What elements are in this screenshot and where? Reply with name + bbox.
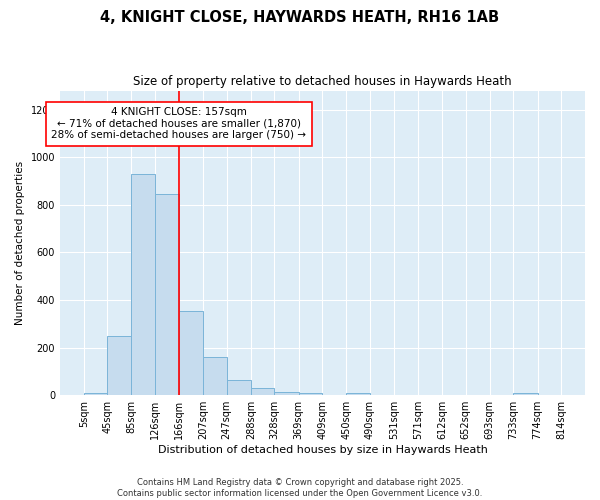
Text: 4, KNIGHT CLOSE, HAYWARDS HEATH, RH16 1AB: 4, KNIGHT CLOSE, HAYWARDS HEATH, RH16 1A…	[100, 10, 500, 25]
Bar	[107, 336, 131, 395]
Bar	[346, 393, 370, 395]
Text: 4 KNIGHT CLOSE: 157sqm
← 71% of detached houses are smaller (1,870)
28% of semi-: 4 KNIGHT CLOSE: 157sqm ← 71% of detached…	[52, 107, 307, 140]
Bar	[84, 394, 107, 395]
Bar	[514, 393, 538, 395]
Bar	[251, 388, 274, 395]
Bar	[203, 357, 227, 395]
Text: Contains HM Land Registry data © Crown copyright and database right 2025.
Contai: Contains HM Land Registry data © Crown c…	[118, 478, 482, 498]
Bar	[179, 310, 203, 395]
Title: Size of property relative to detached houses in Haywards Heath: Size of property relative to detached ho…	[133, 75, 512, 88]
Bar	[131, 174, 155, 395]
Bar	[155, 194, 179, 395]
Bar	[274, 392, 299, 395]
Bar	[299, 393, 322, 395]
Y-axis label: Number of detached properties: Number of detached properties	[15, 161, 25, 325]
X-axis label: Distribution of detached houses by size in Haywards Heath: Distribution of detached houses by size …	[158, 445, 487, 455]
Bar	[227, 380, 251, 395]
